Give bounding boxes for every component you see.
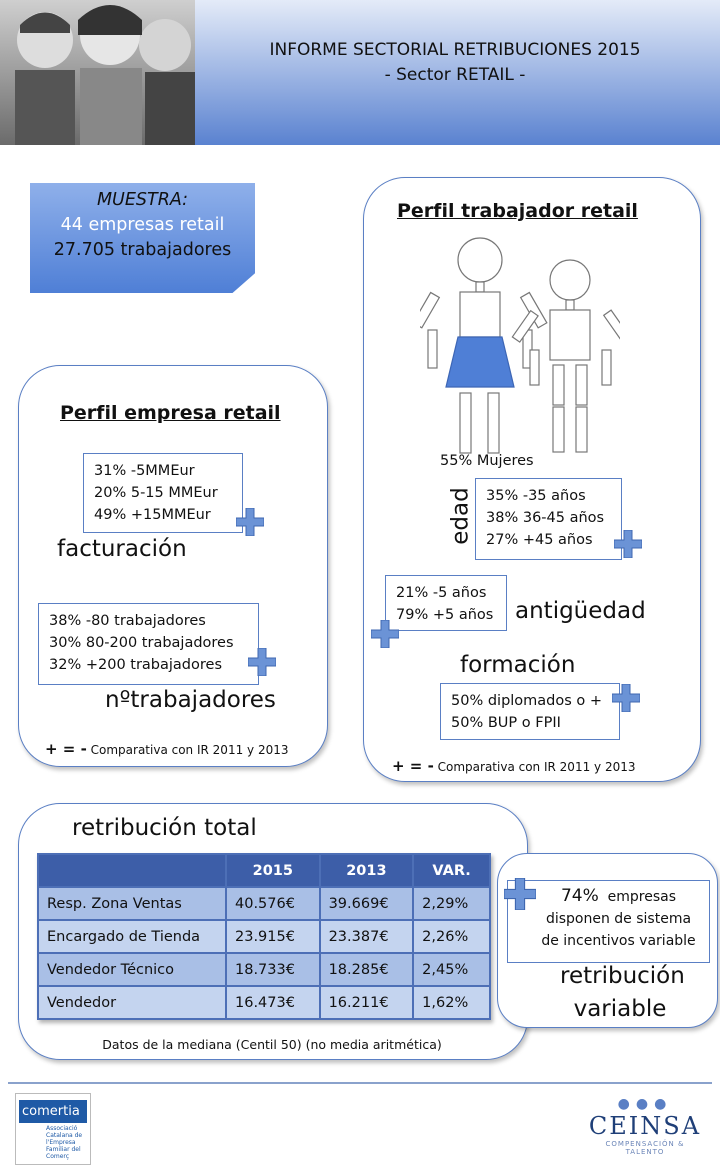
table-row: Resp. Zona Ventas 40.576€ 39.669€ 2,29%: [39, 888, 489, 919]
table-note: Datos de la mediana (Centil 50) (no medi…: [102, 1037, 442, 1052]
table-cell: 23.387€: [320, 921, 413, 952]
legend-text: Comparativa con IR 2011 y 2013: [437, 760, 636, 774]
pay-table: 2015 2013 VAR. Resp. Zona Ventas 40.576€ 3…: [37, 853, 491, 1020]
table-cell: 2,26%: [414, 921, 489, 952]
header-cell: VAR.: [414, 855, 489, 886]
header-cell: 2015: [227, 855, 319, 886]
table-cell: 18.733€: [227, 954, 319, 985]
table-cell: 40.576€: [227, 888, 319, 919]
employees-line: 38% -80 trabajadores: [49, 613, 206, 629]
revenue-line: 31% -5MMEur: [94, 463, 195, 479]
company-title: Perfil empresa retail: [60, 402, 281, 424]
table-cell: 2,29%: [414, 888, 489, 919]
footer-rule: [8, 1082, 712, 1084]
plus-icon: [371, 620, 399, 648]
header-text: INFORME SECTORIAL RETRIBUCIONES 2015 - S…: [195, 38, 715, 88]
ceinsa-sub: COMPENSACIÓN & TALENTO: [605, 1140, 685, 1156]
sample-label: MUESTRA:: [96, 190, 189, 210]
table-cell: 23.915€: [227, 921, 319, 952]
toys-illustration: [15, 5, 195, 145]
table-row: Vendedor Técnico 18.733€ 18.285€ 2,45%: [39, 954, 489, 985]
seniority-line: 21% -5 años: [396, 585, 487, 601]
education-label: formación: [460, 652, 576, 678]
seniority-label: antigüedad: [515, 598, 646, 624]
legend-text: Comparativa con IR 2011 y 2013: [90, 743, 289, 757]
employees-label: nºtrabajadores: [105, 687, 276, 713]
row-label: Vendedor Técnico: [39, 954, 225, 985]
row-label: Vendedor: [39, 987, 225, 1018]
plus-icon: [614, 530, 642, 558]
comertia-name: comertia: [19, 1100, 87, 1123]
table-row: Encargado de Tienda 23.915€ 23.387€ 2,26%: [39, 921, 489, 952]
variable-text: empresas disponen de sistema de incentiv…: [541, 889, 696, 949]
header-band: [195, 0, 720, 145]
legend-symbols: + = -: [45, 740, 87, 758]
seniority-box: 21% -5 años 79% +5 años: [385, 575, 507, 631]
education-line: 50% BUP o FPII: [451, 715, 561, 731]
age-line: 35% -35 años: [486, 488, 586, 504]
header-title: INFORME SECTORIAL RETRIBUCIONES 2015: [269, 40, 641, 60]
ceinsa-name: CEINSA: [588, 1112, 702, 1140]
variable-pay-box: 74% empresas disponen de sistema de ince…: [507, 880, 710, 963]
age-box: 35% -35 años 38% 36-45 años 27% +45 años: [475, 478, 622, 560]
header-cell: 2013: [320, 855, 413, 886]
revenue-label: facturación: [57, 536, 187, 562]
plus-icon: [248, 648, 276, 676]
total-pay-title: retribución total: [72, 815, 257, 841]
table-cell: 39.669€: [320, 888, 413, 919]
row-label: Encargado de Tienda: [39, 921, 225, 952]
plus-icon: [504, 878, 536, 910]
women-stat: 55% Mujeres: [440, 453, 534, 469]
header-subtitle: - Sector RETAIL -: [384, 65, 526, 85]
plus-icon: [612, 684, 640, 712]
plus-icon: [236, 508, 264, 536]
table-cell: 2,45%: [414, 954, 489, 985]
age-line: 27% +45 años: [486, 532, 593, 548]
employees-line: 30% 80-200 trabajadores: [49, 635, 234, 651]
variable-pay-title: retribución variable: [560, 963, 685, 1022]
revenue-line: 49% +15MMEur: [94, 507, 211, 523]
sample-line: 27.705 trabajadores: [53, 240, 232, 260]
legend: + = - Comparativa con IR 2011 y 2013: [392, 757, 635, 775]
sample-box: MUESTRA: 44 empresas retail 27.705 traba…: [30, 183, 255, 293]
table-row: Vendedor 16.473€ 16.211€ 1,62%: [39, 987, 489, 1018]
variable-percent: 74%: [560, 886, 599, 906]
ceinsa-logo: ●●● CEINSA COMPENSACIÓN & TALENTO: [580, 1096, 710, 1156]
table-cell: 18.285€: [320, 954, 413, 985]
education-line: 50% diplomados o +: [451, 693, 603, 709]
employees-box: 38% -80 trabajadores 30% 80-200 trabajad…: [38, 603, 259, 685]
table-header: 2015 2013 VAR.: [39, 855, 489, 886]
comertia-logo: comertia Associació Catalana de l'Empres…: [15, 1093, 91, 1165]
revenue-box: 31% -5MMEur 20% 5-15 MMEur 49% +15MMEur: [83, 453, 243, 533]
table-cell: 16.473€: [227, 987, 319, 1018]
employees-line: 32% +200 trabajadores: [49, 657, 223, 673]
header-image: [0, 0, 195, 145]
table-cell: 16.211€: [320, 987, 413, 1018]
header-cell: [39, 855, 225, 886]
worker-title: Perfil trabajador retail: [397, 200, 638, 222]
comertia-sub: Associació Catalana de l'Empresa Familia…: [46, 1125, 83, 1160]
table-body: Resp. Zona Ventas 40.576€ 39.669€ 2,29% Enca…: [39, 888, 489, 1018]
legend-symbols: + = -: [392, 757, 434, 775]
age-line: 38% 36-45 años: [486, 510, 605, 526]
dots: ●●●: [617, 1096, 673, 1112]
seniority-line: 79% +5 años: [396, 607, 494, 623]
table-cell: 1,62%: [414, 987, 489, 1018]
revenue-line: 20% 5-15 MMEur: [94, 485, 218, 501]
education-box: 50% diplomados o + 50% BUP o FPII: [440, 683, 620, 740]
legend: + = - Comparativa con IR 2011 y 2013: [45, 740, 288, 758]
age-label: edad: [447, 487, 474, 545]
sample-line: 44 empresas retail: [60, 215, 225, 235]
company-panel: [18, 365, 328, 767]
people-illustration: [420, 237, 620, 454]
row-label: Resp. Zona Ventas: [39, 888, 225, 919]
